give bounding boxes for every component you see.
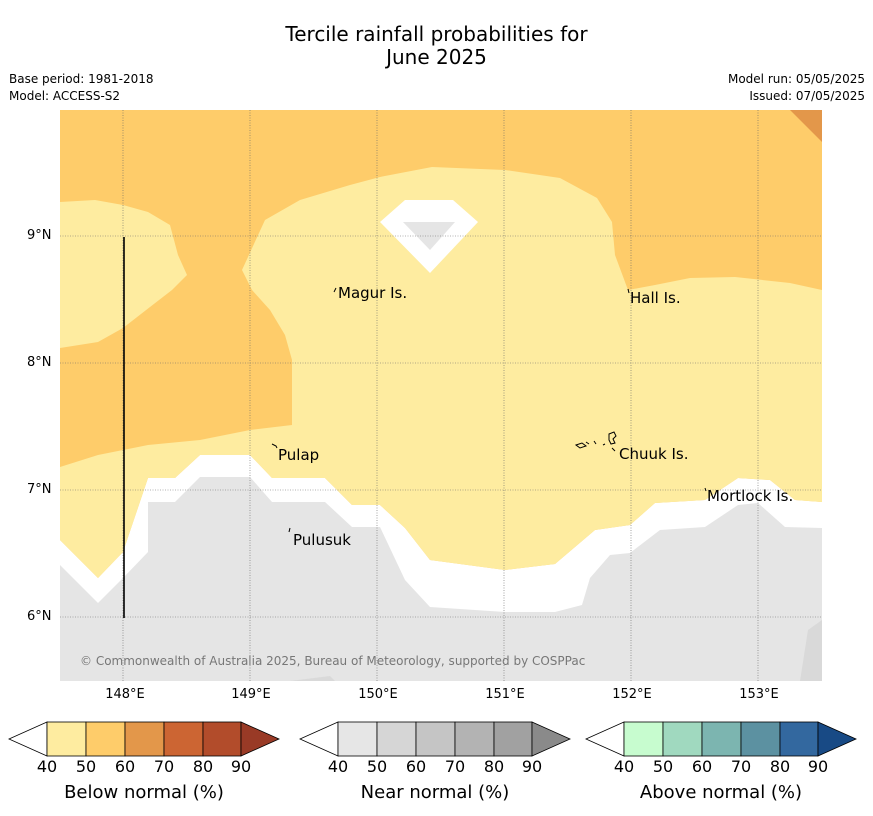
near-tick-40: 40 bbox=[327, 757, 349, 776]
below-tick-60: 60 bbox=[114, 757, 136, 776]
colorbar-below-swatch-3 bbox=[124, 721, 165, 757]
colorbar-above-swatch-4 bbox=[740, 721, 781, 757]
above-normal-label: Above normal (%) bbox=[639, 782, 803, 803]
above-tick-50: 50 bbox=[652, 757, 674, 776]
colorbar-below-arrow-left bbox=[8, 721, 48, 757]
colorbar-below-swatch-2 bbox=[85, 721, 126, 757]
colorbar-below bbox=[8, 721, 280, 757]
lat-label-9n: 9°N bbox=[27, 228, 52, 243]
region-near-40-50 bbox=[60, 477, 822, 681]
base-period: Base period: 1981-2018 bbox=[9, 72, 154, 86]
colorbar-near-arrow-left bbox=[299, 721, 339, 757]
colorbar-above bbox=[585, 721, 857, 757]
colorbar-near-swatch-3 bbox=[415, 721, 456, 757]
above-tick-40: 40 bbox=[613, 757, 635, 776]
colorbar-near bbox=[299, 721, 571, 757]
above-tick-80: 80 bbox=[769, 757, 791, 776]
colorbar-below-swatch-1 bbox=[46, 721, 87, 757]
model-name: Model: ACCESS-S2 bbox=[9, 89, 121, 103]
region-near-50-60-small bbox=[290, 676, 335, 681]
lon-label-152e: 152°E bbox=[612, 687, 652, 702]
lat-label-8n: 8°N bbox=[27, 355, 52, 370]
above-tick-60: 60 bbox=[691, 757, 713, 776]
near-normal-label: Near normal (%) bbox=[360, 782, 510, 803]
place-label-chuuk: Chuuk Is. bbox=[619, 445, 689, 463]
near-tick-50: 50 bbox=[366, 757, 388, 776]
colorbar-above-swatch-1 bbox=[623, 721, 664, 757]
lon-label-150e: 150°E bbox=[358, 687, 398, 702]
chuuk-island-mark bbox=[574, 431, 617, 452]
region-below-40-50-main bbox=[60, 167, 822, 578]
chart-title-line1: Tercile rainfall probabilities for bbox=[285, 22, 588, 46]
mortlock-island-mark bbox=[704, 487, 707, 492]
pulap-island-mark bbox=[271, 443, 278, 449]
place-label-pulap: Pulap bbox=[278, 446, 320, 464]
colorbar-below-arrow-right bbox=[240, 721, 280, 757]
region-near-50-60 bbox=[800, 620, 822, 681]
colorbar-near-swatch-5 bbox=[493, 721, 533, 757]
below-normal-label: Below normal (%) bbox=[64, 782, 224, 803]
below-tick-80: 80 bbox=[192, 757, 214, 776]
lon-label-149e: 149°E bbox=[231, 687, 271, 702]
near-tick-60: 60 bbox=[405, 757, 427, 776]
magur-island-mark bbox=[333, 287, 337, 293]
place-label-mortlock: Mortlock Is. bbox=[707, 487, 794, 505]
colorbar-above-swatch-5 bbox=[779, 721, 819, 757]
pulusuk-island-mark bbox=[288, 527, 291, 533]
model-run-date: Model run: 05/05/2025 bbox=[727, 72, 865, 86]
issued-date: Issued: 07/05/2025 bbox=[749, 89, 865, 103]
above-tick-90: 90 bbox=[807, 757, 829, 776]
colorbar-below-swatch-5 bbox=[202, 721, 242, 757]
colorbar-above-arrow-right bbox=[817, 721, 857, 757]
place-label-pulusuk: Pulusuk bbox=[293, 531, 351, 549]
near-tick-90: 90 bbox=[521, 757, 543, 776]
below-tick-70: 70 bbox=[153, 757, 175, 776]
place-label-hall: Hall Is. bbox=[630, 289, 681, 307]
colorbar-near-swatch-4 bbox=[454, 721, 495, 757]
island-marks bbox=[271, 287, 707, 533]
colorbar-above-swatch-3 bbox=[701, 721, 742, 757]
below-tick-90: 90 bbox=[230, 757, 252, 776]
copyright-notice: © Commonwealth of Australia 2025, Bureau… bbox=[80, 654, 586, 668]
colorbar-near-swatch-2 bbox=[376, 721, 417, 757]
colorbar-near-arrow-right bbox=[531, 721, 571, 757]
chart-title-line2: June 2025 bbox=[386, 45, 487, 69]
above-tick-70: 70 bbox=[730, 757, 752, 776]
colorbar-near-swatch-1 bbox=[337, 721, 378, 757]
hall-island-mark bbox=[627, 288, 630, 294]
below-tick-50: 50 bbox=[75, 757, 97, 776]
region-near-diamond bbox=[403, 222, 455, 250]
lon-label-153e: 153°E bbox=[739, 687, 779, 702]
lat-label-6n: 6°N bbox=[27, 609, 52, 624]
place-label-magur: Magur Is. bbox=[338, 284, 408, 302]
lon-label-148e: 148°E bbox=[105, 687, 145, 702]
near-tick-70: 70 bbox=[444, 757, 466, 776]
near-tick-80: 80 bbox=[483, 757, 505, 776]
colorbar-above-swatch-2 bbox=[662, 721, 703, 757]
colorbar-below-swatch-4 bbox=[163, 721, 204, 757]
colorbar-above-arrow-left bbox=[585, 721, 625, 757]
lon-label-151e: 151°E bbox=[485, 687, 525, 702]
lat-label-7n: 7°N bbox=[27, 482, 52, 497]
map-gridlines bbox=[60, 110, 822, 681]
region-below-60-70 bbox=[790, 110, 822, 142]
below-tick-40: 40 bbox=[36, 757, 58, 776]
